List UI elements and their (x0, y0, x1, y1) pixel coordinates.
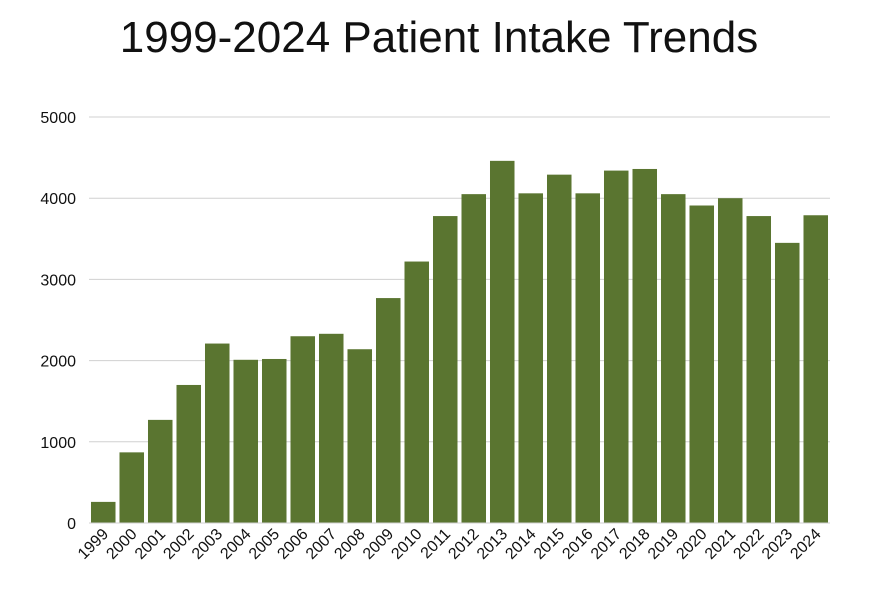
x-tick-label: 2024 (787, 526, 824, 563)
x-tick-label: 2019 (645, 526, 682, 563)
y-tick-label: 0 (67, 516, 76, 533)
x-tick-label: 2000 (103, 526, 140, 563)
bar-2020 (689, 205, 715, 523)
x-tick-label: 2016 (559, 526, 596, 563)
x-tick-label: 2020 (673, 526, 710, 563)
x-tick-label: 2017 (588, 526, 625, 563)
y-tick-label: 3000 (40, 272, 76, 289)
bar-2006 (290, 336, 316, 523)
bar-2021 (717, 198, 743, 523)
x-tick-label: 2023 (759, 526, 796, 563)
bar-2009 (375, 298, 401, 523)
bar-2024 (803, 215, 829, 523)
bar-2012 (461, 194, 487, 523)
y-tick-label: 2000 (40, 354, 76, 371)
y-tick-label: 4000 (40, 191, 76, 208)
x-tick-label: 2013 (474, 526, 511, 563)
y-axis-ticks: 0 1000 2000 3000 4000 5000 (40, 110, 76, 533)
bar-2022 (746, 216, 772, 523)
x-tick-label: 2010 (388, 526, 425, 563)
bar-2007 (318, 333, 344, 523)
x-tick-label: 2008 (331, 526, 368, 563)
x-tick-label: 2009 (360, 526, 397, 563)
bar-2008 (347, 349, 373, 523)
bar-2013 (489, 160, 515, 523)
x-tick-label: 2022 (730, 526, 767, 563)
x-tick-label: 2011 (418, 526, 454, 562)
x-tick-label: 2006 (274, 526, 311, 563)
x-tick-label: 2015 (531, 526, 568, 563)
bars (90, 160, 829, 524)
bar-2003 (204, 343, 230, 523)
bar-2011 (432, 216, 458, 523)
x-tick-label: 2018 (616, 526, 653, 563)
bar-2015 (546, 174, 572, 524)
x-tick-label: 2001 (132, 526, 169, 563)
x-tick-label: 2002 (160, 526, 197, 563)
x-tick-label: 2021 (702, 526, 739, 563)
bar-2017 (603, 170, 629, 524)
x-tick-label: 2007 (303, 526, 340, 563)
bar-2010 (404, 261, 430, 523)
x-tick-label: 2005 (246, 526, 283, 563)
bar-2023 (774, 242, 800, 524)
bar-2016 (575, 193, 601, 523)
bar-2014 (518, 193, 544, 523)
chart-title: 1999-2024 Patient Intake Trends (119, 13, 759, 62)
y-tick-label: 5000 (40, 110, 76, 127)
bar-2002 (176, 384, 202, 523)
x-tick-label: 2004 (217, 526, 254, 563)
x-tick-label: 2014 (502, 526, 539, 563)
bar-2018 (632, 168, 658, 523)
bar-2005 (261, 358, 287, 523)
x-tick-label: 2003 (189, 526, 226, 563)
bar-2004 (233, 359, 259, 523)
bar-1999 (90, 501, 116, 523)
bar-2001 (147, 419, 173, 523)
bar-2019 (660, 194, 686, 523)
x-tick-label: 2012 (445, 526, 482, 563)
y-tick-label: 1000 (40, 435, 76, 452)
x-tick-label: 1999 (75, 526, 112, 563)
x-axis-ticks: 1999200020012002200320042005200620072008… (75, 526, 825, 563)
bar-2000 (119, 452, 145, 523)
